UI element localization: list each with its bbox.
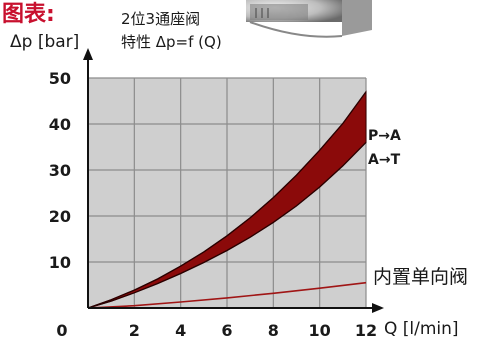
x-axis-label: Q [l/min] [384,319,459,339]
valve-photo [246,0,372,38]
x-tick-label: 12 [355,321,377,340]
series-line-check-valve [87,281,367,309]
characteristic-caption: 特性 Δp=f (Q) [121,33,222,51]
y-tick-label: 10 [49,253,71,272]
series-label-a-to-t: A→T [368,152,401,168]
x-tick-label: 4 [175,321,186,340]
y-axis-label: Δp [bar] [10,32,79,52]
valve-type-caption: 2位3通座阀 [121,10,200,28]
series-line-p-to-a [87,91,367,309]
y-tick-label: 30 [49,161,71,180]
series-line-a-to-t [87,141,367,309]
y-axis-arrow [83,48,93,60]
y-tick-label: 50 [49,69,71,88]
x-axis-arrow [372,303,384,313]
x-tick-label: 8 [268,321,279,340]
x-tick-label: 6 [221,321,232,340]
axes [83,48,384,313]
x-tick-label: 2 [129,321,140,340]
series-layer [87,90,367,309]
series-label-check-valve: 内置单向阀 [373,266,468,288]
series-label-p-to-a: P→A [368,128,401,144]
tick-labels: 0 2 4 6 8 10 12 10 20 30 40 50 [49,69,377,340]
x-tick-label: 10 [309,321,331,340]
chart-heading: 图表: [2,2,55,27]
y-tick-label: 20 [49,207,71,226]
x-tick-label: 0 [56,321,67,340]
y-tick-label: 40 [49,115,71,134]
